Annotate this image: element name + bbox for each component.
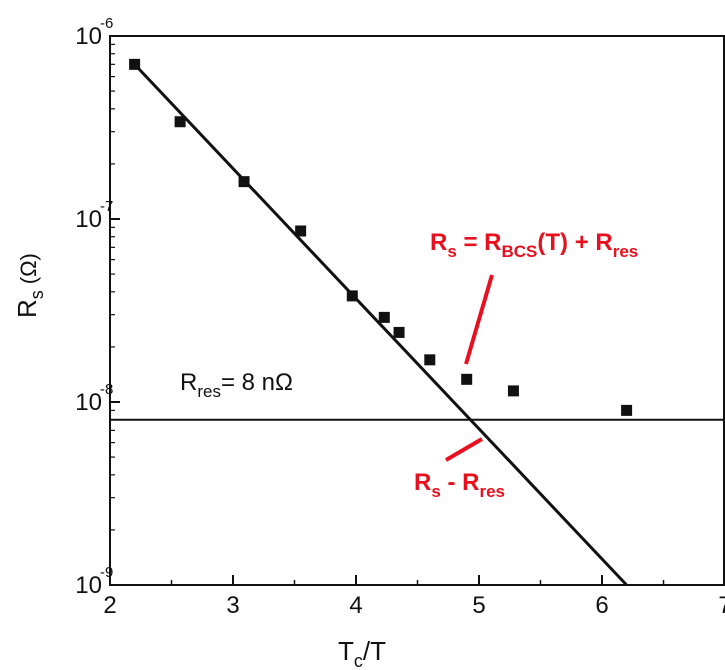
data-point	[507, 385, 519, 397]
y-tick-exponent--8: -8	[100, 381, 113, 398]
x-axis: 2 3 4 5 6 7	[103, 575, 725, 619]
data-points	[129, 58, 633, 416]
x-tick-label-2: 2	[103, 592, 116, 619]
residual-resistance-label: Rres= 8 nΩ	[180, 369, 293, 401]
y-tick-exponent--9: -9	[100, 564, 113, 581]
x-tick-label-3: 3	[226, 592, 239, 619]
data-point	[295, 225, 307, 237]
y-tick-label--9: 10	[75, 572, 102, 599]
total-resistance-pointer	[464, 274, 494, 365]
x-tick-label-7: 7	[718, 592, 725, 619]
data-point	[129, 58, 141, 70]
x-tick-label-4: 4	[349, 592, 362, 619]
data-point	[621, 404, 633, 416]
data-point	[393, 326, 405, 338]
y-axis: 10-910-810-710-6	[75, 15, 120, 599]
data-point	[346, 290, 358, 302]
x-tick-label-5: 5	[472, 592, 485, 619]
y-tick-label--7: 10	[75, 206, 102, 233]
data-point	[174, 116, 186, 128]
total-resistance-label: Rs = RBCS(T) + Rres	[430, 229, 638, 261]
x-axis-label: Tc/T	[338, 636, 386, 670]
data-point	[378, 311, 390, 323]
y-tick-exponent--7: -7	[100, 198, 113, 215]
x-tick-label-6: 6	[595, 592, 608, 619]
data-point	[461, 373, 473, 385]
plot-frame	[109, 35, 725, 586]
data-point	[424, 354, 436, 366]
bcs-resistance-pointer	[444, 437, 484, 462]
bcs-resistance-label: Rs - Rres	[414, 469, 505, 501]
plot-area	[110, 58, 725, 587]
y-tick-label--6: 10	[75, 23, 102, 50]
data-point	[238, 176, 250, 188]
fit-line	[133, 63, 628, 587]
y-tick-label--8: 10	[75, 389, 102, 416]
y-axis-label: Rs(Ω)	[12, 253, 47, 318]
y-tick-exponent--6: -6	[100, 15, 113, 32]
